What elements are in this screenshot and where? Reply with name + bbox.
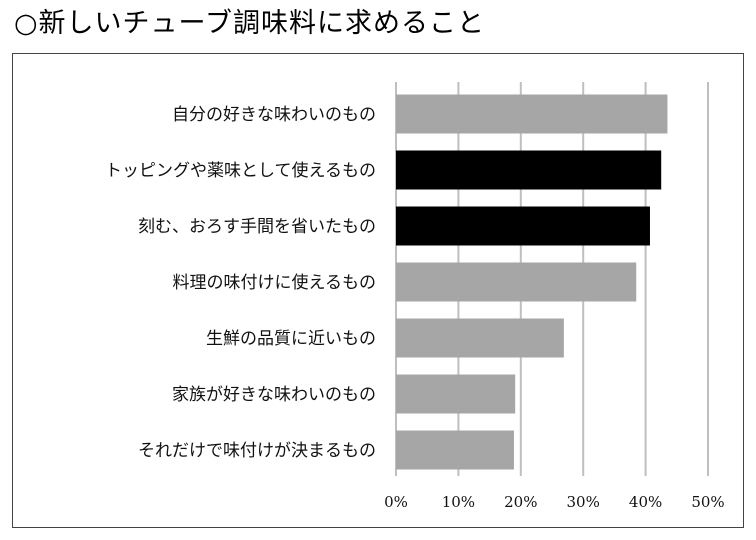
category-label: 自分の好きな味わいのもの <box>172 105 376 125</box>
category-label: 刻む、おろす手間を省いたもの <box>138 217 376 237</box>
category-label: 生鮮の品質に近いもの <box>206 329 376 349</box>
category-label: 料理の味付けに使えるもの <box>173 272 377 293</box>
x-tick-label: 20% <box>504 493 537 511</box>
x-axis-tick-labels: 0% 10% 20% 30% 40% 50% <box>384 493 725 511</box>
bar <box>396 318 564 358</box>
bar <box>396 150 662 190</box>
x-tick-label: 0% <box>384 493 408 511</box>
x-tick-label: 50% <box>691 493 724 511</box>
x-tick-label: 40% <box>629 493 662 511</box>
category-label: トッピングや薬味として使えるもの <box>105 160 376 181</box>
bar <box>396 206 650 246</box>
bar <box>396 262 637 302</box>
bars <box>396 94 668 470</box>
x-tick-label: 30% <box>567 493 600 511</box>
category-labels: 自分の好きな味わいのものトッピングや薬味として使えるもの刻む、おろす手間を省いた… <box>105 105 376 461</box>
category-label: 家族が好きな味わいのもの <box>172 385 376 405</box>
x-tick-label: 10% <box>442 493 475 511</box>
bar <box>396 430 514 470</box>
bar <box>396 94 668 134</box>
bar <box>396 374 516 414</box>
chart-frame <box>12 53 744 528</box>
page-title: ○新しいチューブ調味料に求めること <box>14 8 485 39</box>
category-label: それだけで味付けが決まるもの <box>138 441 376 461</box>
